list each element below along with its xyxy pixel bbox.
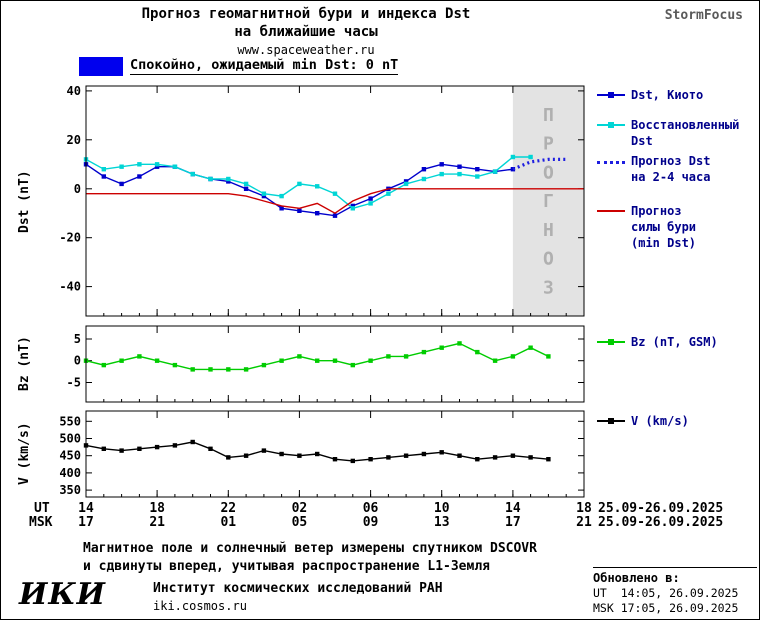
- x-tick-label: 21: [149, 515, 165, 530]
- x-tick-label: 06: [362, 501, 379, 516]
- x-tick-label: 02: [291, 501, 308, 516]
- svg-text:Р: Р: [543, 134, 554, 155]
- x-tick-label: 21: [576, 515, 592, 530]
- legend-reconstructed-dst-label: Восстановленный Dst: [631, 118, 740, 149]
- updated-label: Обновлено в:: [593, 571, 680, 585]
- updated-msk: MSK 17:05, 26.09.2025: [593, 601, 739, 615]
- swatch-square: [608, 122, 614, 128]
- legend-forecast-dst: Прогноз Dst на 2-4 часа: [597, 153, 755, 185]
- svg-text:Г: Г: [543, 191, 554, 212]
- ut-row-label: UT: [34, 501, 50, 516]
- svg-text:О: О: [543, 249, 554, 270]
- x-tick-label: 17: [78, 515, 94, 530]
- swatch-square: [608, 339, 614, 345]
- svg-text:-5: -5: [67, 376, 81, 390]
- legend-v-label: V (km/s): [631, 414, 689, 428]
- bz-axis-label: Bz (nT): [17, 336, 32, 391]
- legend-forecast-storm: Прогноз силы бури (min Dst): [597, 203, 755, 252]
- legend-dst-kyoto-label: Dst, Киото: [631, 88, 704, 102]
- svg-text:400: 400: [59, 466, 81, 480]
- reconstructed-dst-swatch-icon: [597, 119, 625, 131]
- svg-text:40: 40: [67, 84, 81, 98]
- svg-text:20: 20: [67, 133, 81, 147]
- svg-text:П: П: [543, 105, 554, 126]
- svg-text:-20: -20: [59, 231, 81, 245]
- legend-forecast-storm-label: Прогноз силы бури (min Dst): [631, 204, 697, 251]
- footnote-line2: и сдвинуты вперед, учитывая распростране…: [83, 559, 490, 575]
- svg-text:5: 5: [74, 332, 81, 346]
- x-tick-label: 05: [291, 515, 308, 530]
- title-line2: на ближайшие часы: [234, 23, 378, 40]
- svg-text:450: 450: [59, 449, 81, 463]
- svg-text:500: 500: [59, 432, 81, 446]
- dst-kyoto-swatch-icon: [597, 89, 625, 101]
- x-tick-label: 18: [576, 501, 592, 516]
- msk-row-label: MSK: [29, 515, 53, 530]
- institute-block: Институт космических исследований РАН ik…: [153, 581, 443, 613]
- forecast-dst-swatch-icon: [597, 161, 625, 164]
- bz-chart: 5 0 -5: [67, 325, 585, 403]
- legend-reconstructed-dst: Восстановленный Dst: [597, 117, 755, 149]
- svg-text:0: 0: [74, 182, 81, 196]
- x-tick-label: 09: [362, 515, 379, 530]
- legend-forecast-dst-label: Прогноз Dst на 2-4 часа: [631, 154, 711, 185]
- svg-text:350: 350: [59, 483, 81, 497]
- svg-text:О: О: [543, 162, 554, 183]
- x-tick-label: 22: [220, 501, 237, 516]
- x-tick-label: 01: [220, 515, 237, 530]
- x-tick-label: 14: [505, 501, 521, 516]
- status-banner: Спокойно, ожидаемый min Dst: 0 nT: [79, 56, 399, 76]
- svg-text:Н: Н: [543, 220, 554, 241]
- updated-block: Обновлено в: UT 14:05, 26.09.2025 MSK 17…: [593, 567, 757, 615]
- legend-v: V (km/s): [597, 413, 755, 429]
- legend-bz: Bz (nT, GSM): [597, 334, 755, 350]
- legend-bz-label: Bz (nT, GSM): [631, 335, 718, 349]
- institute-name: Институт космических исследований РАН: [153, 581, 443, 596]
- date-range-ut: 25.09-26.09.2025: [598, 501, 724, 516]
- footnote: Магнитное поле и солнечный ветер измерен…: [83, 540, 537, 576]
- x-tick-label: 18: [149, 501, 165, 516]
- swatch-line: [597, 210, 625, 212]
- institute-site-link: iki.cosmos.ru: [153, 599, 247, 613]
- x-tick-label: 13: [433, 515, 450, 530]
- status-text: Спокойно, ожидаемый min Dst: 0 nT: [130, 57, 399, 75]
- swatch-square: [608, 92, 614, 98]
- dst-axis-label: Dst (nT): [17, 170, 32, 233]
- date-range-msk: 25.09-26.09.2025: [598, 515, 724, 530]
- legend-dst-kyoto: Dst, Киото: [597, 87, 755, 103]
- page-title: Прогноз геомагнитной бури и индекса Dst …: [61, 6, 551, 57]
- iki-logo: ИКИ: [19, 577, 106, 612]
- website-link: www.spaceweather.ru: [237, 43, 375, 57]
- svg-text:0: 0: [74, 354, 81, 368]
- bz-swatch-icon: [597, 336, 625, 348]
- x-tick-label: 17: [505, 515, 521, 530]
- x-tick-label: 10: [433, 501, 450, 516]
- v-swatch-icon: [597, 415, 625, 427]
- v-axis-label: V (km/s): [17, 422, 32, 485]
- forecast-storm-swatch-icon: [597, 205, 625, 217]
- svg-text:З: З: [543, 277, 554, 298]
- brand-label: StormFocus: [664, 8, 743, 23]
- updated-ut: UT 14:05, 26.09.2025: [593, 586, 739, 600]
- svg-text:550: 550: [59, 414, 81, 428]
- swatch-square: [608, 418, 614, 424]
- footnote-line1: Магнитное поле и солнечный ветер измерен…: [83, 541, 537, 556]
- x-tick-label: 14: [78, 501, 94, 516]
- v-chart: 550 500 450 400 350: [59, 410, 585, 498]
- status-color-box: [79, 56, 123, 76]
- title-line1: Прогноз геомагнитной бури и индекса Dst: [141, 6, 471, 22]
- svg-text:-40: -40: [59, 280, 81, 294]
